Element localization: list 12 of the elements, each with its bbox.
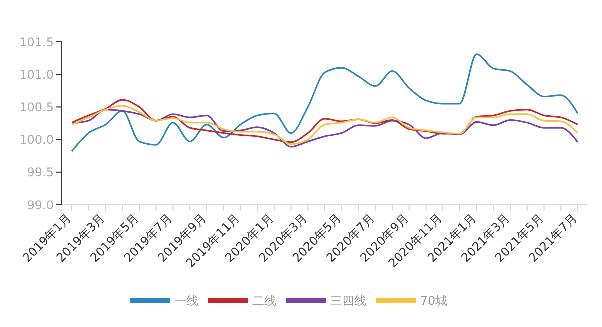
- y-tick-label: 101.0: [20, 68, 54, 82]
- legend-label: 三四线: [330, 294, 366, 308]
- legend-label: 一线: [174, 294, 198, 308]
- y-tick-label: 100.5: [20, 100, 54, 114]
- y-tick-label: 101.5: [20, 35, 54, 50]
- line-series: [71, 54, 579, 152]
- legend-label: 二线: [252, 294, 276, 308]
- legend-label: 70城: [420, 294, 448, 308]
- line-series: [71, 99, 579, 144]
- y-tick-label: 99.5: [27, 166, 54, 180]
- y-tick-label: 100.0: [20, 133, 54, 148]
- y-tick-label: 99.0: [27, 198, 54, 212]
